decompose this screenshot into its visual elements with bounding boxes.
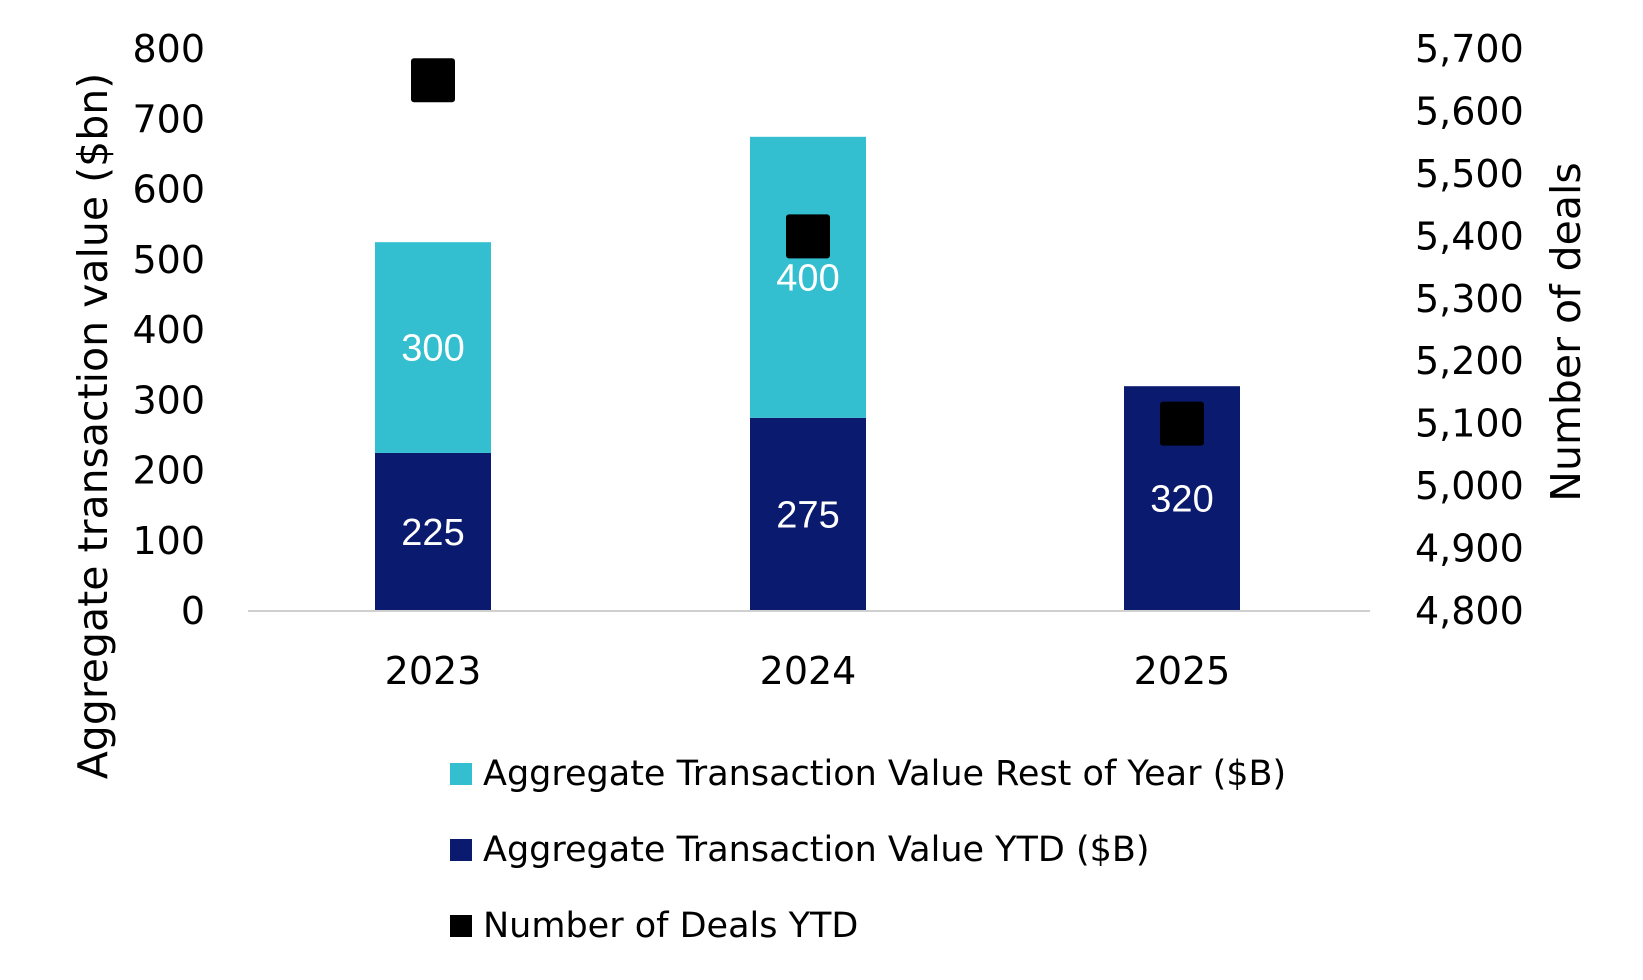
bar-ytd-2024 bbox=[750, 417, 866, 611]
y2-tick-label: 5,700 bbox=[1415, 27, 1524, 71]
legend-label-deals: Number of Deals YTD bbox=[483, 906, 859, 946]
bar-rest-of-year-2023 bbox=[375, 242, 491, 453]
y-tick-label: 200 bbox=[132, 449, 205, 493]
bar-value-label: 400 bbox=[776, 257, 839, 299]
bar-value-label: 225 bbox=[401, 512, 464, 554]
deal-marker-2024 bbox=[786, 214, 830, 259]
y2-tick-label: 5,100 bbox=[1415, 402, 1524, 446]
y2-tick-label: 5,600 bbox=[1415, 89, 1524, 133]
bar-value-label: 275 bbox=[776, 494, 839, 536]
left-axis-ticks: 0 100 200 300 400 500 600 700 800 bbox=[132, 27, 205, 633]
y-tick-label: 800 bbox=[132, 27, 205, 71]
y2-axis-title: Number of deals bbox=[1542, 162, 1590, 501]
x-axis-ticks: 2023 2024 2025 bbox=[385, 649, 1231, 693]
legend-label-rest-of-year: Aggregate Transaction Value Rest of Year… bbox=[483, 754, 1287, 794]
bar-value-label: 320 bbox=[1150, 479, 1213, 521]
y2-tick-label: 5,200 bbox=[1415, 339, 1524, 383]
y-tick-label: 700 bbox=[132, 97, 205, 141]
bars bbox=[375, 136, 1240, 611]
bar-data-labels: 225 275 320 300 400 bbox=[401, 257, 1213, 554]
deal-markers bbox=[411, 58, 1204, 446]
legend-swatch-deals bbox=[450, 915, 472, 937]
right-axis-ticks: 4,800 4,900 5,000 5,100 5,200 5,300 5,400 5,500… bbox=[1415, 27, 1524, 633]
y2-tick-label: 4,800 bbox=[1415, 589, 1524, 633]
x-tick-label: 2025 bbox=[1134, 649, 1231, 693]
legend-label-ytd: Aggregate Transaction Value YTD ($B) bbox=[483, 830, 1150, 870]
bar-value-label: 300 bbox=[401, 328, 464, 370]
legend-swatch-rest-of-year bbox=[450, 763, 472, 785]
legend-swatch-ytd bbox=[450, 839, 472, 861]
y2-tick-label: 5,300 bbox=[1415, 277, 1524, 321]
y-axis-title: Aggregate transaction value ($bn) bbox=[69, 73, 117, 780]
y-tick-label: 600 bbox=[132, 168, 205, 212]
y-tick-label: 300 bbox=[132, 378, 205, 422]
y2-tick-label: 4,900 bbox=[1415, 527, 1524, 571]
deal-marker-2025 bbox=[1160, 401, 1204, 446]
legend-item-ytd: Aggregate Transaction Value YTD ($B) bbox=[450, 812, 1286, 888]
bar-ytd-2023 bbox=[375, 452, 491, 611]
deal-marker-2023 bbox=[411, 58, 455, 103]
y-tick-label: 400 bbox=[132, 308, 205, 352]
legend-item-rest-of-year: Aggregate Transaction Value Rest of Year… bbox=[450, 736, 1286, 812]
y2-tick-label: 5,400 bbox=[1415, 214, 1524, 258]
y-tick-label: 100 bbox=[132, 519, 205, 563]
bar-rest-of-year-2024 bbox=[750, 136, 866, 418]
legend: Aggregate Transaction Value Rest of Year… bbox=[450, 736, 1286, 964]
x-tick-label: 2024 bbox=[760, 649, 857, 693]
y-tick-label: 0 bbox=[181, 589, 205, 633]
x-tick-label: 2023 bbox=[385, 649, 482, 693]
legend-item-deals: Number of Deals YTD bbox=[450, 888, 1286, 964]
y2-tick-label: 5,000 bbox=[1415, 464, 1524, 508]
y-tick-label: 500 bbox=[132, 238, 205, 282]
y2-tick-label: 5,500 bbox=[1415, 152, 1524, 196]
